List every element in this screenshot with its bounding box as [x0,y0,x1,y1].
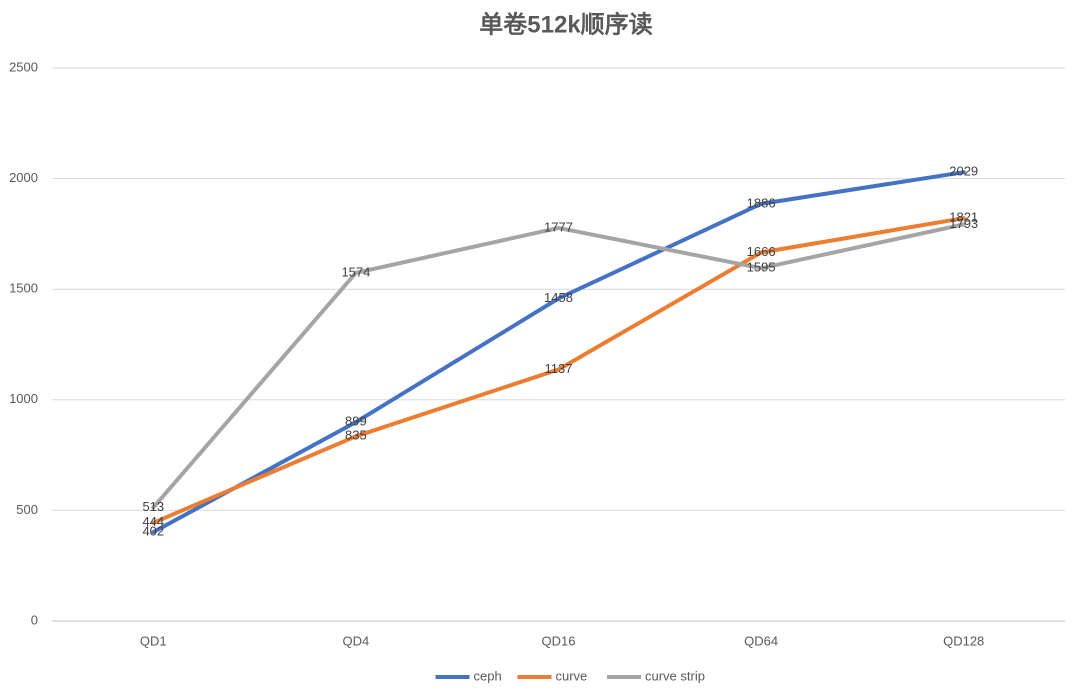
data-label: 1821 [949,210,978,225]
x-tick-label: QD16 [542,633,576,648]
x-tick-label: QD1 [140,633,167,648]
chart-title: 单卷512k顺序读 [479,10,652,38]
legend-label: ceph [474,668,502,683]
y-tick-label: 0 [31,612,38,627]
line-series [151,170,966,535]
data-label: 2029 [949,164,978,179]
data-label: 1574 [341,264,370,279]
y-tick-label: 2500 [9,59,38,74]
line-series [151,222,966,510]
data-label: 1666 [747,244,776,259]
y-tick-label: 1500 [9,281,38,296]
y-tick-label: 1000 [9,391,38,406]
data-label: 835 [345,428,367,443]
data-label: 402 [142,524,164,539]
x-tick-label: QD4 [343,633,370,648]
legend-label: curve [556,668,588,683]
x-tick-label: QD64 [744,633,778,648]
data-label: 1886 [747,195,776,210]
data-label: 899 [345,414,367,429]
data-label: 1137 [545,361,573,376]
data-label: 1793 [949,216,978,231]
data-label: 1595 [747,260,776,275]
data-label: 1777 [544,219,573,234]
y-tick-label: 2000 [9,170,38,185]
line-series [151,216,966,525]
data-label: 444 [142,514,164,529]
data-label: 513 [142,499,164,514]
data-label: 1458 [544,290,573,305]
y-tick-label: 500 [16,502,38,517]
x-tick-label: QD128 [943,633,984,648]
legend-label: curve strip [645,668,705,683]
